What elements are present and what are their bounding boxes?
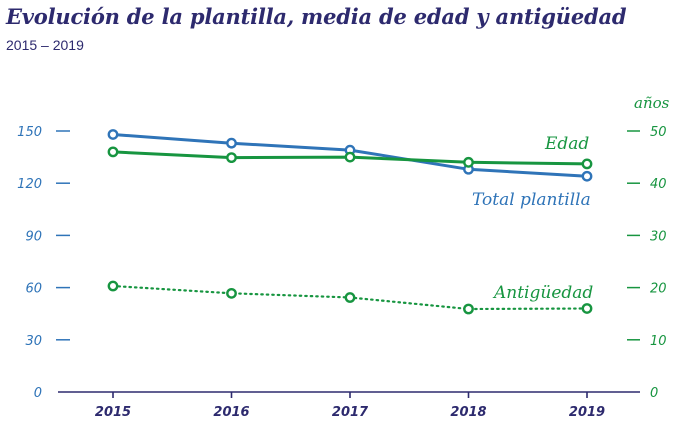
left-tick-label: 0	[34, 386, 42, 401]
data-point	[581, 158, 593, 170]
series-label-total-plantilla: Total plantilla	[472, 190, 591, 210]
chart-title: Evolución de la plantilla, media de edad…	[6, 4, 627, 29]
right-tick-label: 30	[650, 229, 667, 244]
right-axis-label: años	[634, 94, 670, 112]
left-tick-label: 90	[25, 229, 42, 244]
right-tick-label: 40	[650, 177, 667, 192]
data-point	[344, 151, 356, 163]
data-point	[463, 156, 474, 168]
data-point	[344, 292, 356, 303]
left-tick-label: 60	[25, 282, 42, 297]
data-point	[463, 303, 474, 315]
chart-subtitle: 2015 – 2019	[6, 37, 84, 53]
data-point	[581, 303, 593, 314]
x-tick-label: 2018	[450, 405, 486, 420]
data-point	[107, 146, 119, 158]
left-tick-label: 30	[25, 334, 42, 349]
data-point	[226, 152, 237, 164]
data-point	[226, 137, 237, 149]
right-tick-label: 50	[650, 125, 667, 140]
data-point	[581, 170, 593, 182]
x-tick-label: 2016	[213, 405, 249, 420]
right-tick-label: 10	[650, 334, 667, 349]
data-point	[107, 280, 119, 292]
right-tick-label: 0	[650, 386, 658, 401]
x-tick-label: 2017	[332, 405, 369, 420]
left-tick-label: 150	[17, 125, 42, 140]
x-tick-label: 2019	[569, 405, 605, 420]
series-label-antiguedad: Antigüedad	[492, 283, 593, 303]
series-label-edad: Edad	[544, 134, 589, 154]
x-tick-label: 2015	[95, 405, 131, 420]
left-tick-label: 120	[17, 177, 42, 192]
data-point	[226, 287, 237, 299]
data-point	[107, 129, 119, 140]
right-tick-label: 20	[650, 282, 667, 297]
